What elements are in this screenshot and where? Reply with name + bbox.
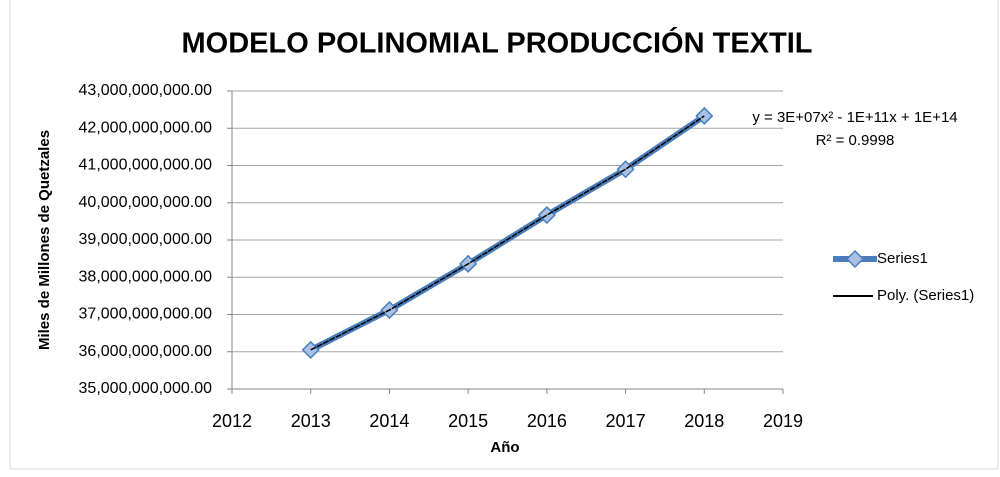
legend-marker <box>845 249 865 269</box>
y-tick-label: 37,000,000,000.00 <box>79 306 213 323</box>
y-tick-label: 43,000,000,000.00 <box>79 82 213 99</box>
trendline <box>310 115 705 351</box>
r-squared: R² = 0.9998 <box>816 132 895 149</box>
x-tick-label: 2016 <box>527 411 567 431</box>
trend-equation: y = 3E+07x² - 1E+11x + 1E+14 <box>752 109 957 126</box>
x-tick-label: 2012 <box>212 411 252 431</box>
y-tick-label: 40,000,000,000.00 <box>79 194 213 211</box>
y-tick-label: 41,000,000,000.00 <box>79 157 213 174</box>
y-axis-title: Miles de Millones de Quetzales <box>36 130 53 350</box>
legend-label: Poly. (Series1) <box>877 287 974 304</box>
y-tick-label: 35,000,000,000.00 <box>79 380 213 397</box>
data-point <box>616 160 635 179</box>
x-axis-title: Año <box>490 439 519 456</box>
x-tick-label: 2017 <box>606 411 646 431</box>
chart-frame <box>9 0 999 470</box>
x-tick-label: 2013 <box>291 411 331 431</box>
x-tick-label: 2018 <box>684 411 724 431</box>
data-point <box>695 106 714 126</box>
x-tick-label: 2015 <box>448 411 488 431</box>
y-tick-label: 42,000,000,000.00 <box>79 119 213 136</box>
x-tick-label: 2019 <box>763 411 803 431</box>
y-tick-label: 39,000,000,000.00 <box>79 231 213 248</box>
y-tick-label: 38,000,000,000.00 <box>79 268 213 285</box>
chart-title: MODELO POLINOMIAL PRODUCCIÓN TEXTIL <box>181 26 812 60</box>
x-tick-label: 2014 <box>369 411 409 431</box>
y-tick-label: 36,000,000,000.00 <box>79 343 213 360</box>
legend-label: Series1 <box>877 250 928 267</box>
